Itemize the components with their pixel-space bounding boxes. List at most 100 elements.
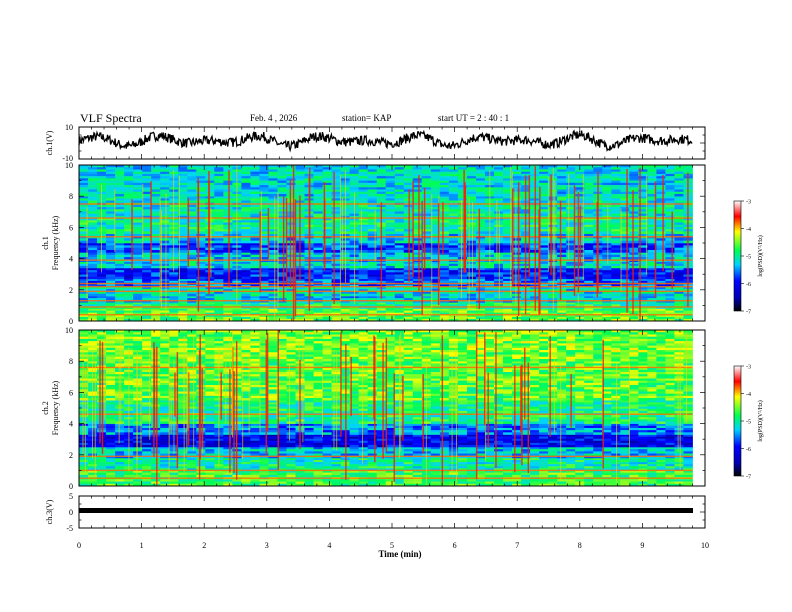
ch1-spectrogram-cell — [349, 171, 360, 175]
ch1-spectrogram-cell — [187, 213, 197, 217]
ch1-spectrogram-cell — [331, 302, 342, 305]
ch1-spectrogram-cell — [313, 280, 323, 284]
ch1-spectrogram-cell — [602, 224, 612, 228]
ch1-spectrogram-cell — [133, 211, 143, 214]
ch1-spectrogram-cell — [503, 302, 513, 305]
ch1-spectrogram-cell — [106, 222, 116, 226]
start-time-label: start UT = 2 : 40 : 1 — [438, 113, 510, 123]
ch1-spectrogram-cell — [665, 276, 675, 280]
ch1-spectrogram-cell — [358, 176, 369, 179]
ch1-spectrogram-cell — [629, 270, 639, 273]
ch1-spectrogram-cell — [439, 176, 450, 179]
ch1-spectrogram-cell — [268, 169, 278, 172]
ch1-spectrogram-cell — [88, 198, 98, 201]
ch1-spectrogram-cell — [322, 314, 333, 318]
ch1-spectrogram-cell — [512, 189, 522, 193]
ch1-spectrogram-cell — [268, 173, 278, 177]
ch1-spectrogram-cell — [331, 274, 342, 277]
ch1-spectrogram-cell — [665, 220, 675, 223]
ch1-spectrogram-cell — [512, 182, 522, 186]
ch1-spectrogram-cell — [566, 314, 576, 318]
ch1-spectrogram-cell — [88, 318, 98, 322]
ch1-spectrogram-cell — [674, 204, 684, 208]
ch1-spectrogram-cell — [223, 293, 233, 297]
ch1-spectrogram-cell — [503, 178, 513, 181]
ch1-spectrogram-cell — [178, 265, 188, 269]
ch1-spectrogram-cell — [358, 296, 369, 299]
ch1-spectrogram-cell — [358, 222, 369, 226]
ch1-spectrogram-cell — [79, 167, 89, 170]
ch1-spectrogram-cell — [421, 198, 432, 201]
ch1-spectrogram-cell — [331, 198, 342, 201]
ch1-ytick-bottom: -10 — [62, 154, 73, 163]
ch1-spectrogram-cell — [412, 211, 423, 214]
ch1-spectrogram-cell — [629, 276, 639, 280]
ch1-spectrogram-cell — [88, 284, 98, 287]
ch1-spectrogram-cell — [151, 185, 161, 188]
ch1-spectrogram-cell — [268, 171, 278, 175]
ch1-spectrogram-cell — [412, 298, 423, 301]
ch1-spectrogram-cell — [259, 247, 269, 251]
ch1-spectrogram-cell — [421, 250, 432, 253]
ch1-spectrogram-cell — [151, 200, 161, 204]
ch1-spectrogram-cell — [160, 257, 170, 260]
ch1-spectrogram-cell — [196, 196, 206, 199]
ch1-spectrogram-cell — [322, 185, 333, 188]
ch1-spectrogram-cell — [457, 316, 468, 320]
ch1-spectrogram-cell — [439, 293, 450, 297]
ch1-spectrogram-cell — [241, 238, 251, 241]
ch1-spectrogram-cell — [557, 298, 567, 301]
ch1-spectrogram-cell — [340, 284, 351, 287]
ch1-spectrogram-cell — [106, 308, 116, 311]
ch1-spectrogram-cell — [475, 270, 486, 273]
ch1-spectrogram-cell — [277, 243, 287, 246]
ch1-spectrogram-cell — [331, 286, 342, 290]
ch1-spectrogram-cell — [178, 312, 188, 316]
ch1-spectrogram-cell — [611, 215, 621, 219]
ch1-spectrogram-cell — [412, 196, 423, 199]
ch1-spectrogram-cell — [250, 198, 260, 201]
ch1-spectrogram-cell — [187, 245, 197, 248]
ch1-spectrogram-cell — [557, 182, 567, 186]
ch1-spectrogram-cell — [602, 182, 612, 186]
ch1-spectrogram-cell — [457, 310, 468, 313]
ch1-spectrogram-cell — [421, 211, 432, 214]
ch1-spectrogram-cell — [575, 276, 585, 280]
ch1-spectrogram-cell — [584, 278, 594, 282]
ch1-spectrogram-cell — [196, 284, 206, 287]
ch1-spectrogram-cell — [620, 187, 630, 190]
ch1-spectrogram-cell — [241, 247, 251, 251]
ch1-spectrogram-cell — [133, 257, 143, 260]
ch1-spectrogram-cell — [539, 187, 549, 190]
ch1-spectrogram-cell — [124, 171, 134, 175]
ch1-spectrogram-cell — [448, 286, 459, 290]
ch1-spectrogram-cell — [421, 229, 432, 232]
ch1-spectrogram-cell — [214, 278, 224, 282]
ch1-spectrogram-cell — [286, 198, 296, 201]
ch1-spectrogram-cell — [241, 284, 251, 287]
ch1-spectrogram-cell — [503, 169, 513, 172]
ch1-spectrogram-cell — [484, 265, 495, 269]
ch1-spectrogram-cell — [106, 243, 116, 246]
ch1-spectrogram-cell — [602, 176, 612, 179]
ch1-spectrogram-cell — [349, 178, 360, 181]
ch1-spectrogram-cell — [133, 178, 143, 181]
ch1-spectrogram-cell — [448, 293, 459, 297]
ch1-spectrogram-cell — [629, 278, 639, 282]
ch1-spectrogram-cell — [124, 215, 134, 219]
ch1-spectrogram-cell — [457, 302, 468, 305]
ch1-spectrogram-cell — [638, 240, 648, 244]
ch1-spectrogram-cell — [448, 211, 459, 214]
ch1-spectrogram-cell — [196, 308, 206, 311]
ch1-spectrogram-cell — [115, 220, 125, 223]
ch1-spectrogram-cell — [259, 318, 269, 322]
ch1-spectrogram-cell — [421, 231, 432, 234]
ch1-spectrogram-cell — [466, 213, 477, 217]
ch1-spectrogram-cell — [196, 304, 206, 307]
ch1-spectrogram-cell — [268, 211, 278, 214]
ch1-spectrogram-cell — [457, 265, 468, 269]
ch1-spectrogram-cell — [394, 243, 405, 246]
ch1-spectrogram-cell — [539, 245, 549, 248]
ch1-spectrogram-cell — [259, 226, 269, 230]
ch1-spectrogram-cell — [557, 215, 567, 219]
